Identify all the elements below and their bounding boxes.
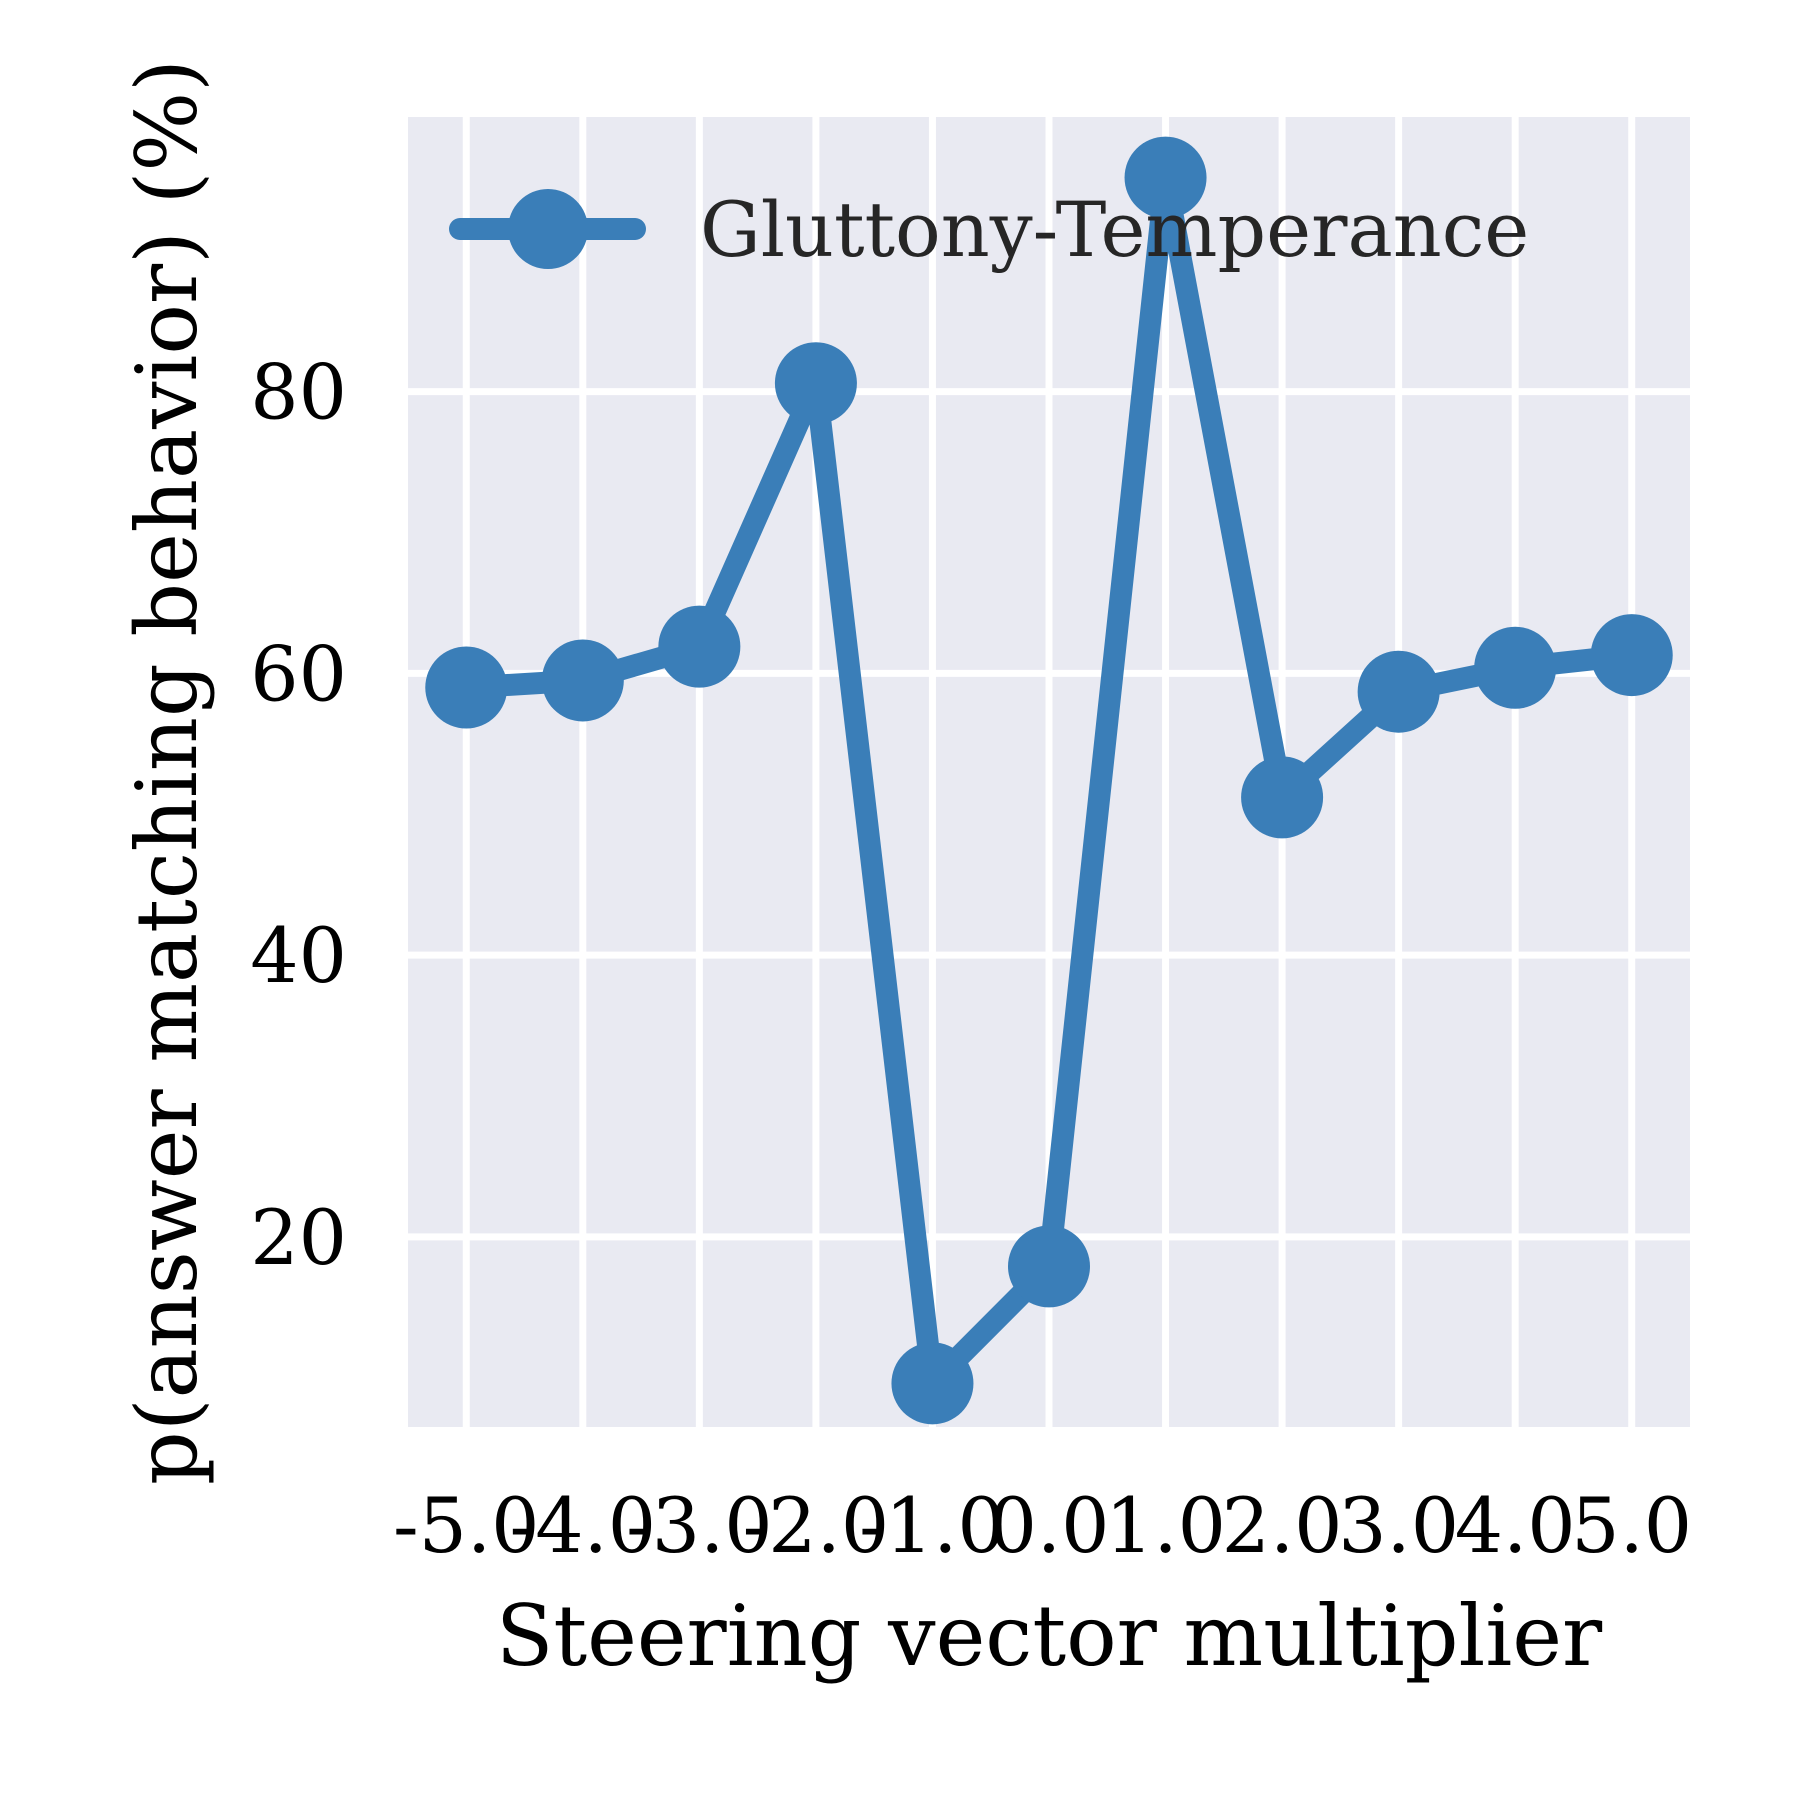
x-tick-label: 5.0 — [1571, 1481, 1692, 1570]
data-point — [1008, 1225, 1090, 1308]
x-tick-label: 3.0 — [1338, 1481, 1459, 1570]
data-point — [774, 342, 857, 425]
data-point — [425, 646, 508, 729]
x-tick-label: -2.0 — [743, 1481, 890, 1570]
x-tick-label: 0.0 — [989, 1481, 1110, 1570]
data-point — [891, 1342, 974, 1425]
legend-label: Gluttony-Temperance — [700, 185, 1529, 274]
y-tick-label: 40 — [250, 911, 347, 1000]
y-tick-labels: 20 40 60 80 — [250, 348, 347, 1282]
x-tick-labels: -5.0-4.0-3.0-2.0-1.00.01.02.03.04.05.0 — [393, 1481, 1692, 1570]
legend: Gluttony-Temperance — [449, 185, 1529, 274]
x-tick-label: 4.0 — [1455, 1481, 1576, 1570]
x-tick-label: -5.0 — [393, 1481, 540, 1570]
y-tick-label: 60 — [250, 629, 347, 718]
data-point — [1124, 136, 1207, 219]
legend-marker-swatch — [508, 189, 588, 269]
data-point — [1357, 650, 1440, 733]
y-axis-label: p(answer matching behavior) (%) — [118, 59, 216, 1485]
x-tick-label: -4.0 — [510, 1481, 657, 1570]
data-point — [1590, 614, 1673, 697]
grid — [408, 117, 1690, 1427]
series-layer — [425, 136, 1673, 1425]
x-tick-label: -1.0 — [859, 1481, 1006, 1570]
x-axis-label: Steering vector multiplier — [496, 1587, 1603, 1685]
x-tick-label: 1.0 — [1105, 1481, 1226, 1570]
y-tick-label: 80 — [250, 348, 347, 437]
data-point — [1241, 756, 1324, 839]
data-point — [541, 639, 624, 722]
data-point — [658, 605, 741, 688]
x-tick-label: 2.0 — [1222, 1481, 1343, 1570]
x-tick-label: -3.0 — [626, 1481, 773, 1570]
y-tick-label: 20 — [250, 1193, 347, 1282]
data-point — [1474, 626, 1557, 709]
